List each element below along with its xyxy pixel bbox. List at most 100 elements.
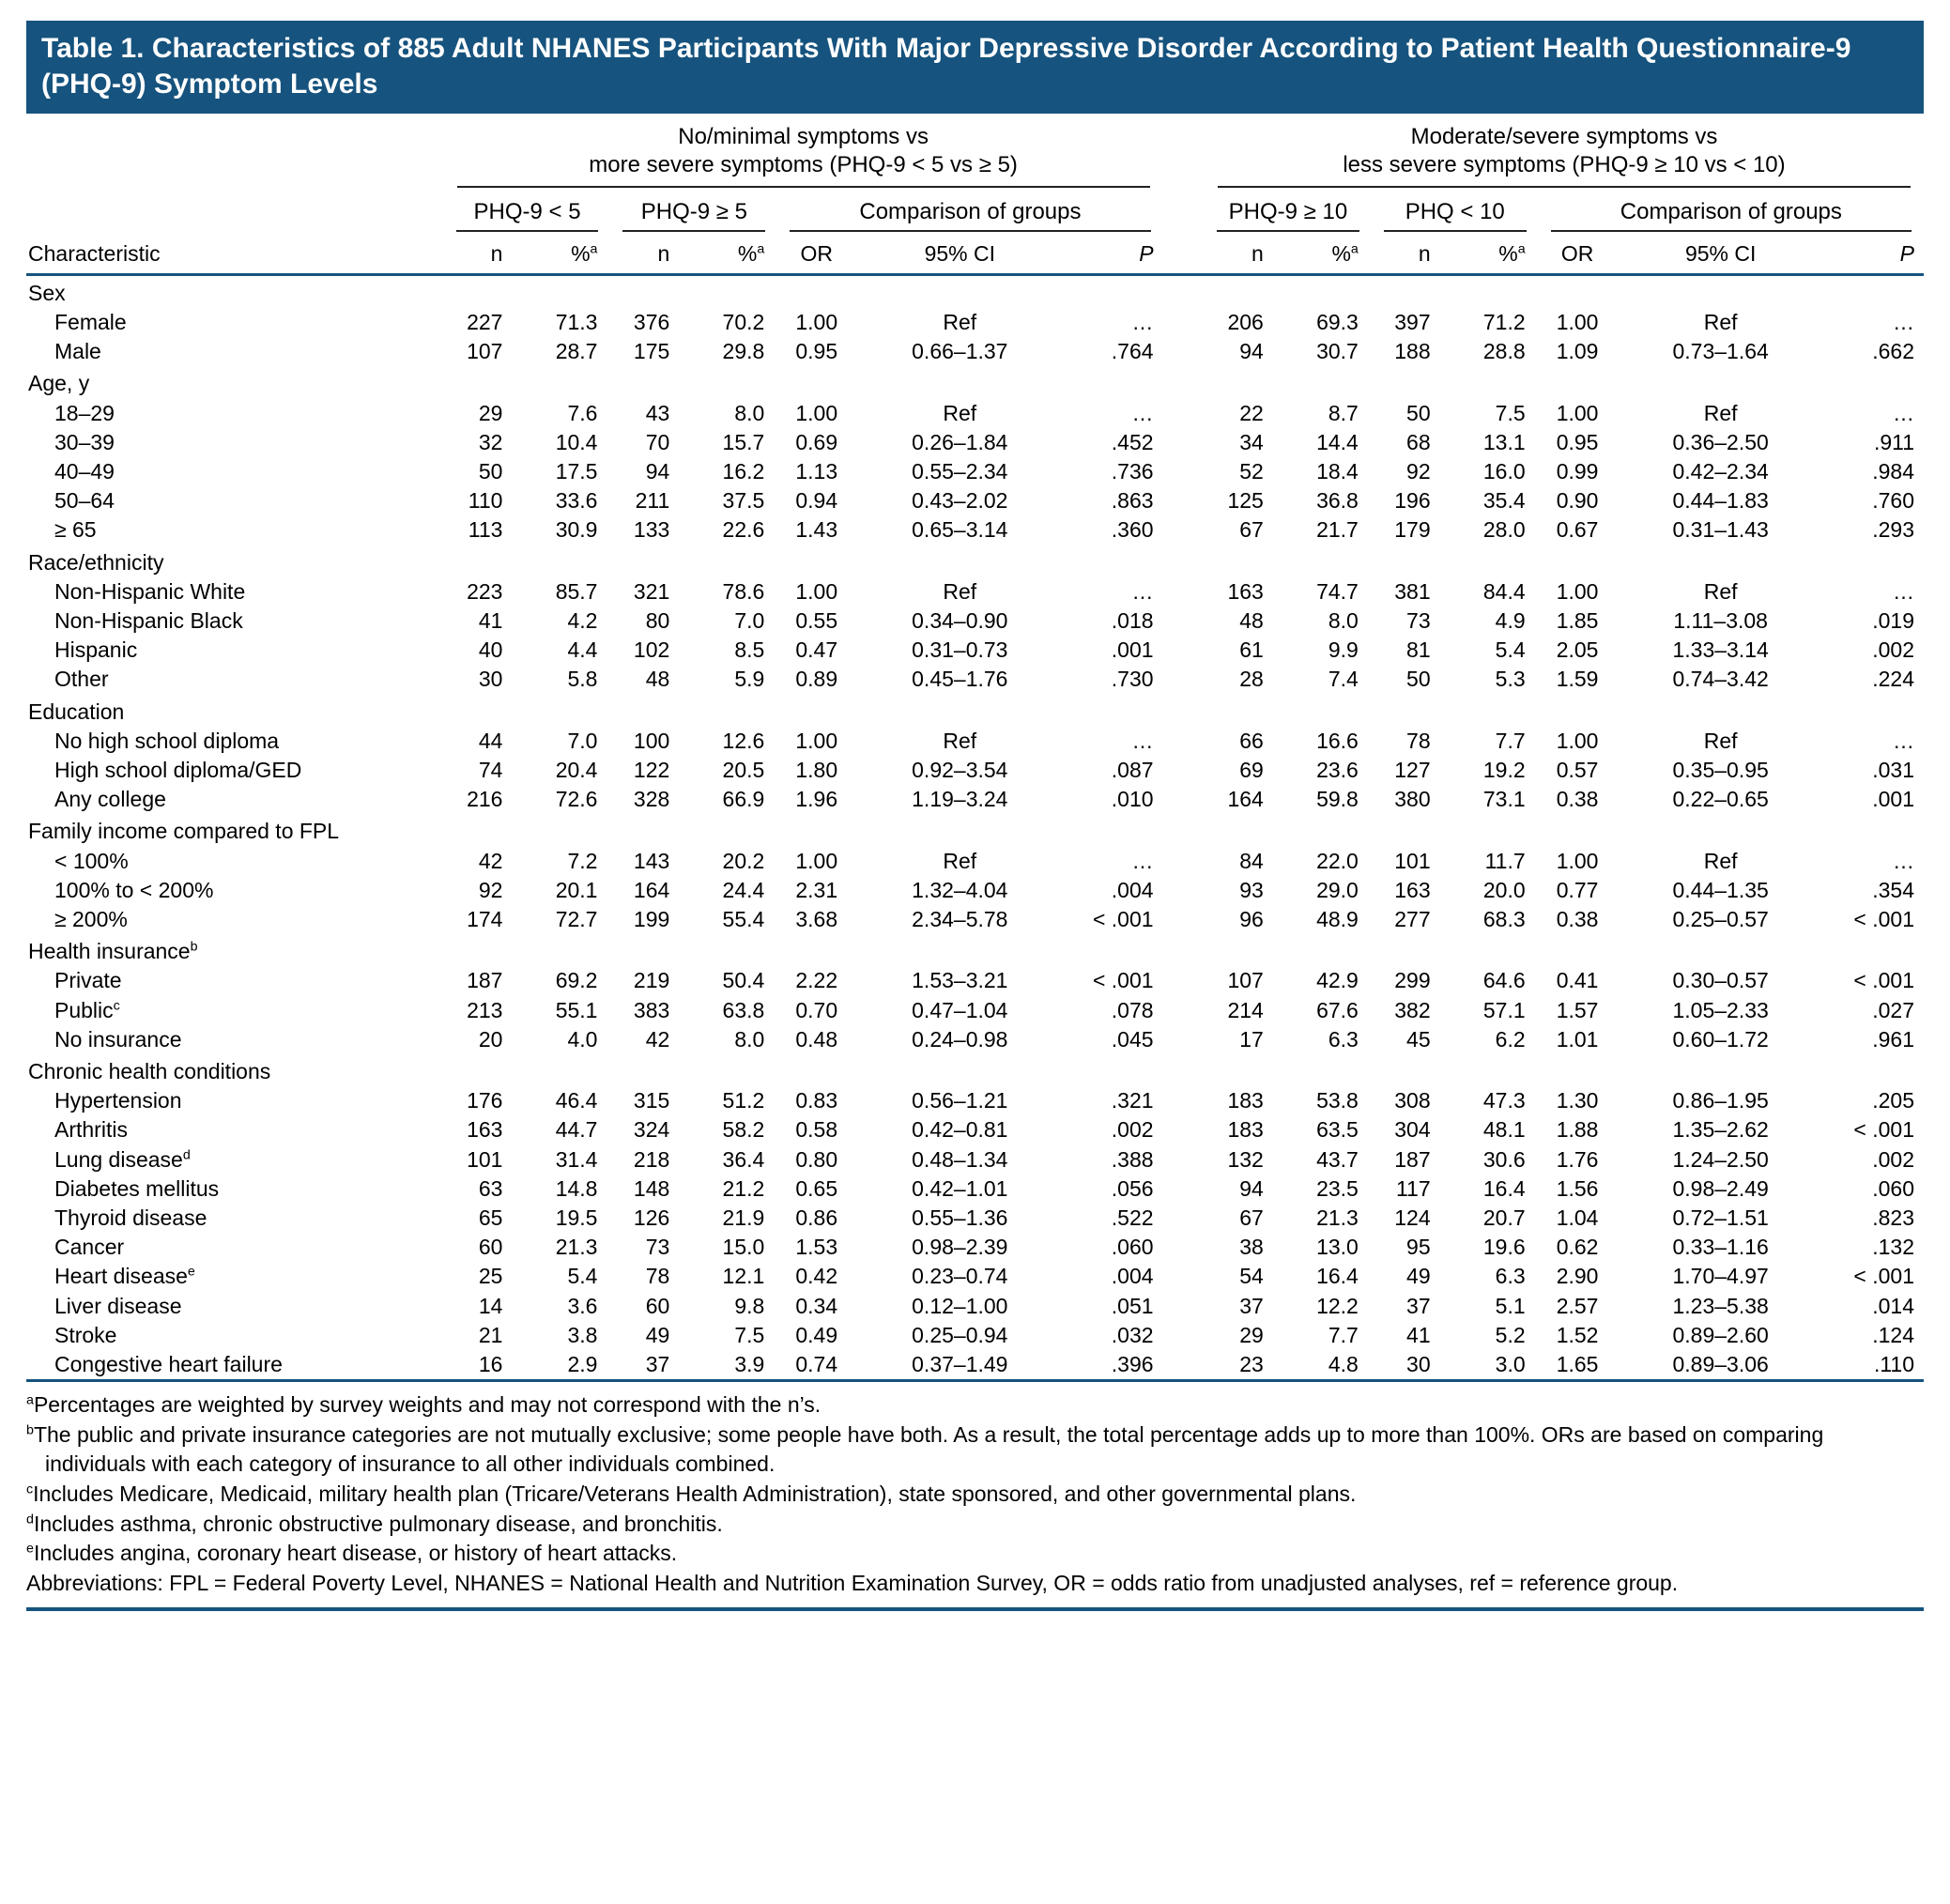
cell: 35.4	[1482, 488, 1526, 514]
spanner-right-line1: Moderate/severe symptoms vs	[1410, 123, 1718, 149]
cell: 4.0	[567, 1026, 598, 1052]
cell: 0.89–2.60	[1672, 1322, 1769, 1347]
row-label: Heart diseasee	[54, 1264, 195, 1289]
cell: 53.8	[1316, 1088, 1359, 1113]
spacer-cell	[1163, 1115, 1205, 1144]
spanner-right-cell: Moderate/severe symptoms vs less severe …	[1205, 121, 1924, 190]
cell: 0.38	[1556, 907, 1599, 932]
cell: 1.33–3.14	[1672, 637, 1769, 663]
section-row: Sex	[26, 274, 1924, 308]
cell: 213	[467, 997, 503, 1022]
row-label: ≥ 65	[54, 517, 97, 543]
cell: 55.4	[722, 907, 765, 932]
cell: .002	[1872, 1146, 1914, 1172]
cell: 31.4	[555, 1146, 598, 1172]
n-header: n	[610, 233, 685, 276]
cell: .018	[1111, 608, 1154, 634]
cell: 183	[1227, 1088, 1264, 1113]
cell: 85.7	[555, 578, 598, 604]
spacer-cell	[1163, 636, 1205, 665]
section-row: Education	[26, 695, 1924, 727]
cell: 380	[1394, 787, 1431, 812]
cell: 1.85	[1556, 608, 1599, 634]
cell: < .001	[1853, 968, 1914, 993]
cell: 84.4	[1482, 578, 1526, 604]
cell: 1.88	[1556, 1117, 1599, 1143]
cell: 206	[1227, 309, 1264, 334]
cell: 1.00	[795, 848, 838, 873]
cell: 49	[1406, 1264, 1431, 1289]
footnote-marker-c: c	[113, 998, 120, 1013]
cell: 4.2	[567, 608, 598, 634]
table-row: Any college 216 72.6 328 66.9 1.96 1.19–3.24 .0…	[26, 785, 1924, 814]
cell: 20.2	[722, 848, 765, 873]
cell: 66	[1239, 728, 1264, 753]
cell: 37	[1239, 1293, 1264, 1318]
row-label: Any college	[54, 787, 166, 812]
row-label: ≥ 200%	[54, 907, 128, 932]
cell: 20.0	[1482, 877, 1526, 902]
section-row: Family income compared to FPL	[26, 814, 1924, 846]
cell: 102	[633, 637, 670, 663]
cell: 2.31	[795, 877, 838, 902]
cell: 68	[1406, 429, 1431, 454]
cell: 0.34–0.90	[912, 608, 1008, 634]
cell: < .001	[1853, 1264, 1914, 1289]
cell: 113	[468, 517, 503, 543]
cell: 36.8	[1316, 488, 1359, 514]
cell: 163	[467, 1117, 503, 1143]
cell: 163	[1227, 578, 1264, 604]
cell: 22.6	[722, 517, 765, 543]
cell: 0.43–2.02	[912, 488, 1008, 514]
cell: 0.80	[795, 1146, 838, 1172]
cell: 28.8	[1482, 339, 1526, 364]
cell: 54	[1239, 1264, 1264, 1289]
table-row: High school diploma/GED 74 20.4 122 20.5 1.80…	[26, 756, 1924, 785]
cell: .001	[1872, 787, 1914, 812]
cell: .124	[1872, 1322, 1914, 1347]
cell: .110	[1873, 1352, 1914, 1377]
cell: 1.00	[795, 309, 838, 334]
cell: 187	[467, 968, 503, 993]
cell: 48.9	[1316, 907, 1359, 932]
cell: 70.2	[722, 309, 765, 334]
spanner-left-cell: No/minimal symptoms vs more severe sympt…	[444, 121, 1163, 190]
table-row: Publicc 213 55.1 383 63.8 0.70 0.47–1.04 .078 21…	[26, 996, 1924, 1025]
row-label: Diabetes mellitus	[54, 1175, 220, 1201]
cell: 1.00	[795, 728, 838, 753]
ci-header: 95% CI	[1616, 233, 1825, 276]
cell: 1.52	[1556, 1322, 1599, 1347]
cell: 21	[478, 1322, 503, 1347]
cell: 0.38	[1556, 787, 1599, 812]
cell: 0.47–1.04	[912, 997, 1008, 1022]
cell: 29.8	[722, 339, 765, 364]
cell: 44	[478, 728, 503, 753]
subspanner-comparison-left: Comparison of groups	[777, 190, 1162, 234]
subspanner-phq-ge5: PHQ-9 ≥ 5	[610, 190, 777, 234]
cell: 133	[633, 517, 670, 543]
section-label: Education	[28, 699, 125, 724]
cell: 0.73–1.64	[1672, 339, 1769, 364]
cell: 73	[1406, 608, 1431, 634]
subspanner-phq-lt10: PHQ < 10	[1372, 190, 1539, 234]
cell: 12.1	[722, 1264, 765, 1289]
table-row: Hypertension 176 46.4 315 51.2 0.83 0.56–1.21.…	[26, 1086, 1924, 1115]
cell: 69	[1239, 758, 1264, 783]
cell: .060	[1872, 1175, 1914, 1201]
cell: 304	[1394, 1117, 1431, 1143]
cell: 34	[1239, 429, 1264, 454]
cell: .961	[1872, 1026, 1914, 1052]
row-label: Stroke	[54, 1322, 117, 1347]
cell: Ref	[1703, 309, 1738, 334]
cell: 44.7	[555, 1117, 598, 1143]
cell: 29.0	[1316, 877, 1359, 902]
cell: 60	[478, 1235, 503, 1260]
row-label: 40–49	[54, 459, 115, 484]
cell: 37	[645, 1352, 670, 1377]
cell: Ref	[943, 578, 977, 604]
cell: 1.53	[795, 1235, 838, 1260]
cell: 0.57	[1556, 758, 1599, 783]
table-row: 100% to < 200% 92 20.1 164 24.4 2.31 1.32–4.04…	[26, 876, 1924, 905]
column-header-row: Characteristic n %a n %a OR 95% CI P n %…	[26, 233, 1924, 276]
